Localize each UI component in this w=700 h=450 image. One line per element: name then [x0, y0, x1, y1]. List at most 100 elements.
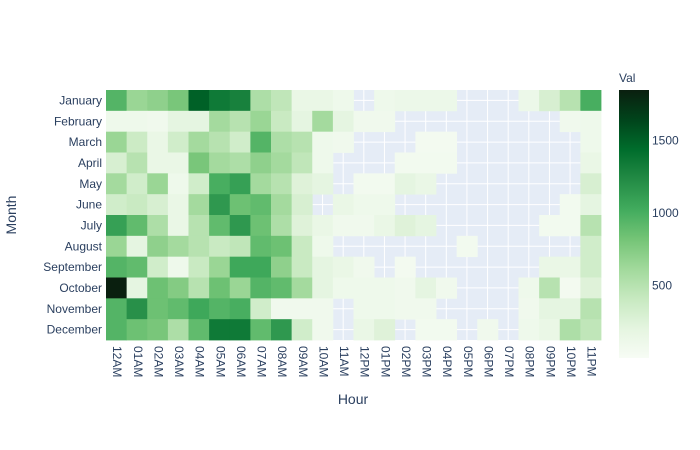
heatmap-cell: [147, 131, 169, 153]
heatmap-cell: [353, 110, 375, 133]
x-tick-label: 03PM: [420, 346, 434, 377]
y-tick-label: February: [54, 114, 102, 128]
heatmap-cell: [167, 173, 189, 195]
x-tick-label: 09AM: [296, 346, 310, 377]
x-tick-label: 04PM: [440, 346, 454, 377]
heatmap-cell: [436, 319, 458, 341]
heatmap-cell: [580, 131, 602, 153]
heatmap-cell: [126, 194, 148, 216]
heatmap-cell: [559, 194, 581, 216]
heatmap-cell: [415, 215, 437, 237]
heatmap-cell: [271, 215, 293, 237]
heatmap-cell: [291, 319, 313, 341]
heatmap-cell: [394, 90, 416, 112]
heatmap-cell: [250, 110, 272, 133]
heatmap-cell: [312, 256, 334, 278]
heatmap-cell: [106, 131, 128, 153]
heatmap-cell: [147, 277, 169, 299]
heatmap-cell: [291, 256, 313, 278]
heatmap-cell: [312, 110, 334, 133]
y-tick-label: April: [78, 156, 102, 170]
heatmap-cell: [332, 90, 354, 112]
heatmap-cell: [291, 215, 313, 237]
x-tick-label: 08PM: [523, 346, 537, 377]
heatmap-cell: [147, 173, 169, 195]
heatmap-cell: [106, 277, 128, 299]
heatmap-cell: [126, 319, 148, 341]
colorbar-tick-labels: 500 1000 1500: [652, 134, 679, 293]
heatmap-cell: [229, 110, 251, 133]
heatmap-cell: [353, 215, 375, 237]
heatmap-cell: [126, 215, 148, 237]
heatmap-cell: [271, 256, 293, 278]
heatmap-cell: [291, 152, 313, 174]
heatmap-cell: [126, 110, 148, 133]
heatmap-cell: [167, 110, 189, 133]
heatmap-cell: [147, 194, 169, 216]
heatmap-cell: [250, 319, 272, 341]
heatmap-cell: [580, 215, 602, 237]
heatmap-cell: [106, 152, 128, 174]
heatmap-cell: [106, 173, 128, 195]
heatmap-cell: [167, 152, 189, 174]
heatmap-cell: [250, 298, 272, 320]
heatmap-cell: [271, 298, 293, 320]
heatmap-cell: [147, 319, 169, 341]
heatmap-cell: [291, 90, 313, 112]
heatmap-cell: [188, 90, 210, 112]
heatmap-cell: [188, 277, 210, 299]
heatmap-cell: [559, 110, 581, 133]
x-axis-title: Hour: [338, 391, 369, 407]
heatmap-cell: [126, 235, 148, 258]
heatmap-cell: [312, 298, 334, 320]
heatmap-cell: [209, 256, 231, 278]
heatmap-cell: [271, 173, 293, 195]
heatmap-cell: [188, 110, 210, 133]
x-tick-labels: 12AM 01AM 02AM 03AM 04AM 05AM 06AM 07AM 08AM 09AM…: [110, 346, 598, 377]
x-tick-label: 01AM: [131, 346, 145, 377]
heatmap-cell: [250, 235, 272, 258]
heatmap-cell: [559, 215, 581, 237]
heatmap-cell: [374, 319, 396, 341]
colorbar-tick-label: 1000: [652, 206, 679, 220]
heatmap-cell: [188, 235, 210, 258]
heatmap-cell: [209, 215, 231, 237]
heatmap-cell: [559, 319, 581, 341]
heatmap-cell: [394, 277, 416, 299]
heatmap-cell: [539, 277, 561, 299]
heatmap-cell: [332, 194, 354, 216]
heatmap-cell: [559, 298, 581, 320]
heatmap-cell: [580, 277, 602, 299]
heatmap-cell: [147, 235, 169, 258]
y-tick-label: October: [59, 281, 102, 295]
heatmap-cell: [539, 319, 561, 341]
colorbar-title: Val: [619, 71, 635, 85]
heatmap-cell: [353, 173, 375, 195]
heatmap-cell: [229, 256, 251, 278]
heatmap-cell: [312, 173, 334, 195]
heatmap-cell: [209, 90, 231, 112]
heatmap-cell: [209, 235, 231, 258]
heatmap-cell: [374, 173, 396, 195]
heatmap-cell: [188, 131, 210, 153]
heatmap-cell: [374, 90, 396, 112]
heatmap-cell: [374, 277, 396, 299]
heatmap-cell: [518, 277, 540, 299]
heatmap-cell: [229, 298, 251, 320]
heatmap-cell: [250, 215, 272, 237]
heatmap-cell: [229, 152, 251, 174]
heatmap-cell: [229, 131, 251, 153]
heatmap-cell: [271, 152, 293, 174]
heatmap-cell: [188, 298, 210, 320]
heatmap-cell: [167, 298, 189, 320]
heatmap-cell: [229, 173, 251, 195]
heatmap-cell: [312, 235, 334, 258]
heatmap-cell: [167, 215, 189, 237]
heatmap-cell: [106, 194, 128, 216]
heatmap-cell: [580, 298, 602, 320]
heatmap-cell: [312, 215, 334, 237]
x-tick-label: 10PM: [564, 346, 578, 377]
heatmap-cell: [250, 256, 272, 278]
x-tick-label: 06AM: [234, 346, 248, 377]
heatmap-cell: [147, 152, 169, 174]
